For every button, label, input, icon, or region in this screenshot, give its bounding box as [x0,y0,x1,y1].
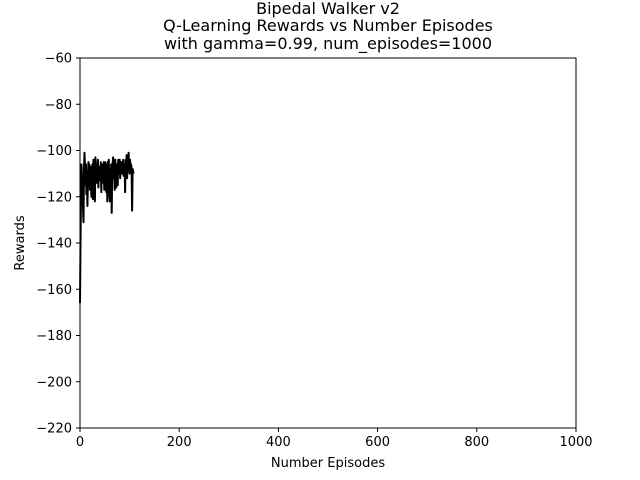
y-tick-label: −120 [36,190,72,205]
x-tick-label: 200 [167,435,192,450]
y-axis-label: Rewards [13,215,28,270]
chart-title-line-3: with gamma=0.99, num_episodes=1000 [164,34,492,54]
y-tick-label: −140 [36,237,72,252]
y-tick-label: −160 [36,283,72,298]
y-tick-label: −60 [45,52,72,67]
x-axis-ticks: 0 200 400 600 800 1000 [76,428,593,450]
x-tick-label: 800 [464,435,489,450]
series-layer [79,151,135,304]
plot-frame [79,57,577,429]
y-tick-label: −100 [36,144,72,159]
x-tick-label: 600 [365,435,390,450]
y-tick-label: −220 [36,422,72,437]
chart-title: Bipedal Walker v2 Q-Learning Rewards vs … [163,0,493,54]
x-tick-label: 0 [76,435,84,450]
plot-area [79,57,577,429]
x-tick-label: 1000 [559,435,592,450]
x-tick-label: 400 [266,435,291,450]
y-tick-label: −200 [36,375,72,390]
chart-title-line-1: Bipedal Walker v2 [256,0,400,18]
y-axis-ticks: −220 −200 −180 −160 −140 −120 −100 −80 −60 [36,52,80,437]
series-line-1 [79,151,135,304]
y-tick-label: −80 [45,98,72,113]
x-axis-label: Number Episodes [271,456,385,471]
y-tick-label: −180 [36,329,72,344]
chart-title-line-2: Q-Learning Rewards vs Number Episodes [163,16,493,35]
